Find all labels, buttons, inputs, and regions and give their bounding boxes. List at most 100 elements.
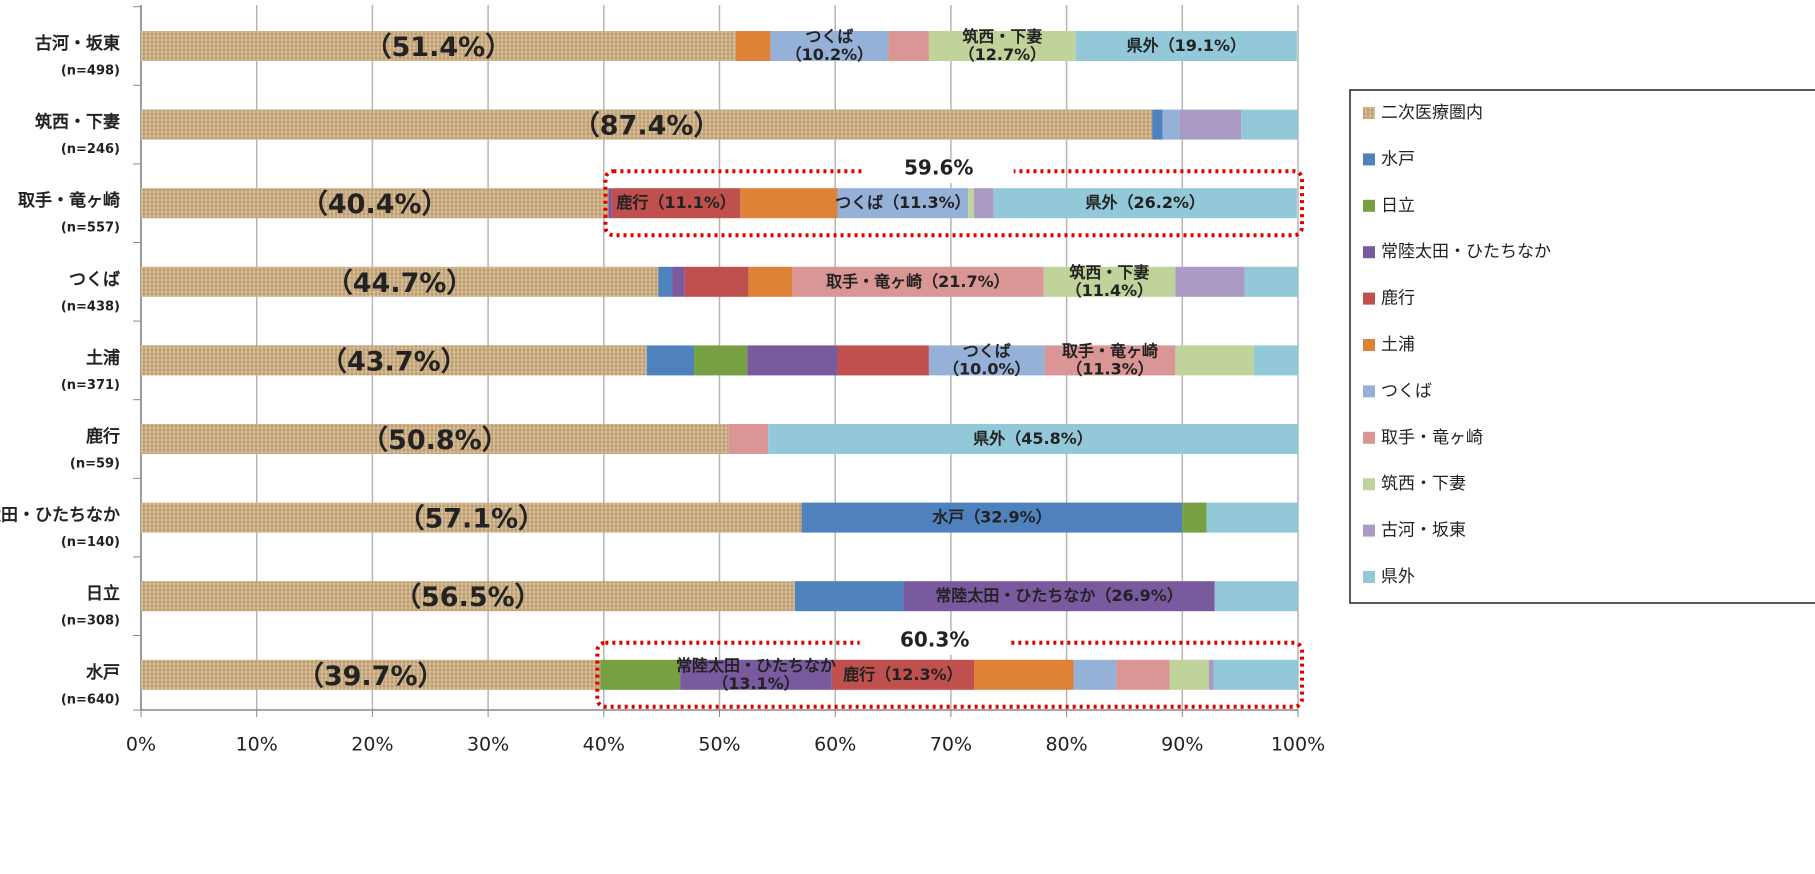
bar-segment	[1179, 109, 1242, 140]
category-label: 常陸太田・ひたちなか	[0, 505, 120, 526]
bar-segment	[684, 266, 749, 297]
x-tick-label: 90%	[1161, 734, 1203, 756]
x-tick-label: 70%	[930, 734, 972, 756]
legend-label: 県外	[1381, 567, 1415, 587]
bar-segment	[794, 581, 904, 612]
bar-segment	[608, 188, 612, 219]
legend-label: 取手・竜ヶ崎	[1381, 428, 1483, 448]
label-line: 県外（45.8%）	[973, 429, 1093, 448]
bar-segment	[792, 266, 1044, 297]
bar-segment	[141, 424, 729, 454]
legend-swatch	[1363, 524, 1375, 537]
data-label: つくば（10.0%）	[943, 341, 1031, 378]
legend-label: 古河・坂東	[1381, 521, 1466, 541]
bar-segment	[141, 345, 647, 376]
legend-label: 日立	[1381, 196, 1415, 216]
category-n: (n=140)	[61, 535, 120, 550]
label-line: 鹿行（12.3%）	[843, 664, 963, 683]
bar-segment	[831, 659, 975, 690]
bar-segment	[1244, 266, 1298, 297]
category-n: (n=640)	[61, 692, 120, 707]
label-line: 常陸太田・ひたちなか	[676, 655, 836, 674]
data-label: （44.7%）	[326, 267, 474, 298]
bar-segment	[903, 581, 1215, 612]
bar-segment	[993, 188, 1297, 219]
x-tick-label: 0%	[126, 734, 156, 756]
bar-segment	[974, 659, 1074, 690]
label-line: 県外（26.2%）	[1086, 193, 1206, 212]
label-line: （56.5%）	[394, 582, 542, 613]
label-line: （50.8%）	[361, 425, 509, 456]
label-line: （10.2%）	[786, 45, 874, 64]
bar-segment	[141, 266, 659, 297]
bar-segment	[928, 345, 1045, 376]
bar-segment	[968, 188, 975, 219]
category-n: (n=557)	[61, 221, 120, 236]
category-label: 筑西・下妻	[35, 112, 120, 133]
bar-segment	[141, 659, 601, 690]
annotation: 60.3%	[900, 627, 969, 651]
x-tick-label: 40%	[583, 734, 625, 756]
category-label: 水戸	[86, 662, 120, 683]
legend-swatch	[1363, 431, 1375, 444]
bar-segment	[1208, 659, 1214, 690]
bar-segment	[1116, 659, 1170, 690]
legend-label: 二次医療圏内	[1381, 103, 1483, 123]
label-line: （12.7%）	[959, 45, 1047, 64]
data-label: （87.4%）	[573, 110, 721, 141]
bar-segment	[974, 188, 994, 219]
category-n: (n=59)	[70, 457, 120, 472]
data-label: つくば（11.3%）	[835, 193, 971, 212]
data-label: （39.7%）	[297, 660, 445, 691]
label-line: （39.7%）	[297, 660, 445, 691]
data-label: 筑西・下妻（11.4%）	[1066, 262, 1154, 299]
bar-segment	[1175, 266, 1245, 297]
legend-label: 筑西・下妻	[1381, 474, 1466, 494]
bar-segment	[600, 659, 681, 690]
legend-swatch	[1363, 246, 1375, 259]
category-label: 日立	[86, 583, 120, 604]
x-tick-label: 80%	[1045, 734, 1087, 756]
bar-segment	[928, 31, 1076, 61]
label-line: 取手・竜ヶ崎（21.7%）	[826, 271, 1010, 290]
bar-segment	[141, 188, 609, 219]
label-line: 筑西・下妻	[962, 27, 1042, 46]
legend-label: 鹿行	[1381, 289, 1415, 309]
bar-segment	[141, 31, 736, 61]
data-label: 取手・竜ヶ崎（21.7%）	[826, 271, 1010, 290]
label-line: （44.7%）	[326, 267, 474, 298]
data-label: つくば（10.2%）	[786, 27, 874, 64]
category-n: (n=498)	[61, 64, 120, 79]
bar-segment	[1175, 345, 1255, 376]
annotation-box	[603, 169, 1304, 238]
legend-swatch	[1363, 153, 1375, 166]
annotation-gap	[863, 159, 1014, 184]
legend-swatch	[1363, 339, 1375, 351]
legend-label: 常陸太田・ひたちなか	[1381, 242, 1551, 262]
annotation: 59.6%	[904, 156, 973, 180]
x-tick-label: 60%	[814, 734, 856, 756]
category-label: 取手・竜ヶ崎	[18, 190, 120, 211]
label-line: 筑西・下妻	[1069, 262, 1149, 281]
label-line: つくば	[805, 27, 853, 46]
category-n: (n=371)	[61, 378, 120, 393]
legend-swatch	[1363, 292, 1375, 305]
legend-swatch	[1363, 107, 1375, 119]
bar-segment	[1241, 109, 1298, 140]
data-label: （57.1%）	[397, 503, 545, 534]
bar-segment	[672, 266, 685, 297]
bar-segment	[747, 345, 838, 376]
data-label: （56.5%）	[394, 582, 542, 613]
data-label: 鹿行（12.3%）	[843, 664, 963, 683]
x-tick-label: 20%	[351, 734, 393, 756]
bar-segment	[1206, 502, 1298, 533]
data-label: （50.8%）	[361, 425, 509, 456]
category-n: (n=308)	[61, 614, 120, 629]
label-line: （51.4%）	[365, 32, 513, 63]
bar-segment	[770, 31, 889, 61]
label-line: （87.4%）	[573, 110, 721, 141]
label-line: （11.4%）	[1066, 280, 1154, 299]
data-label: （40.4%）	[301, 189, 449, 220]
label-line: 取手・竜ヶ崎	[1062, 341, 1158, 360]
